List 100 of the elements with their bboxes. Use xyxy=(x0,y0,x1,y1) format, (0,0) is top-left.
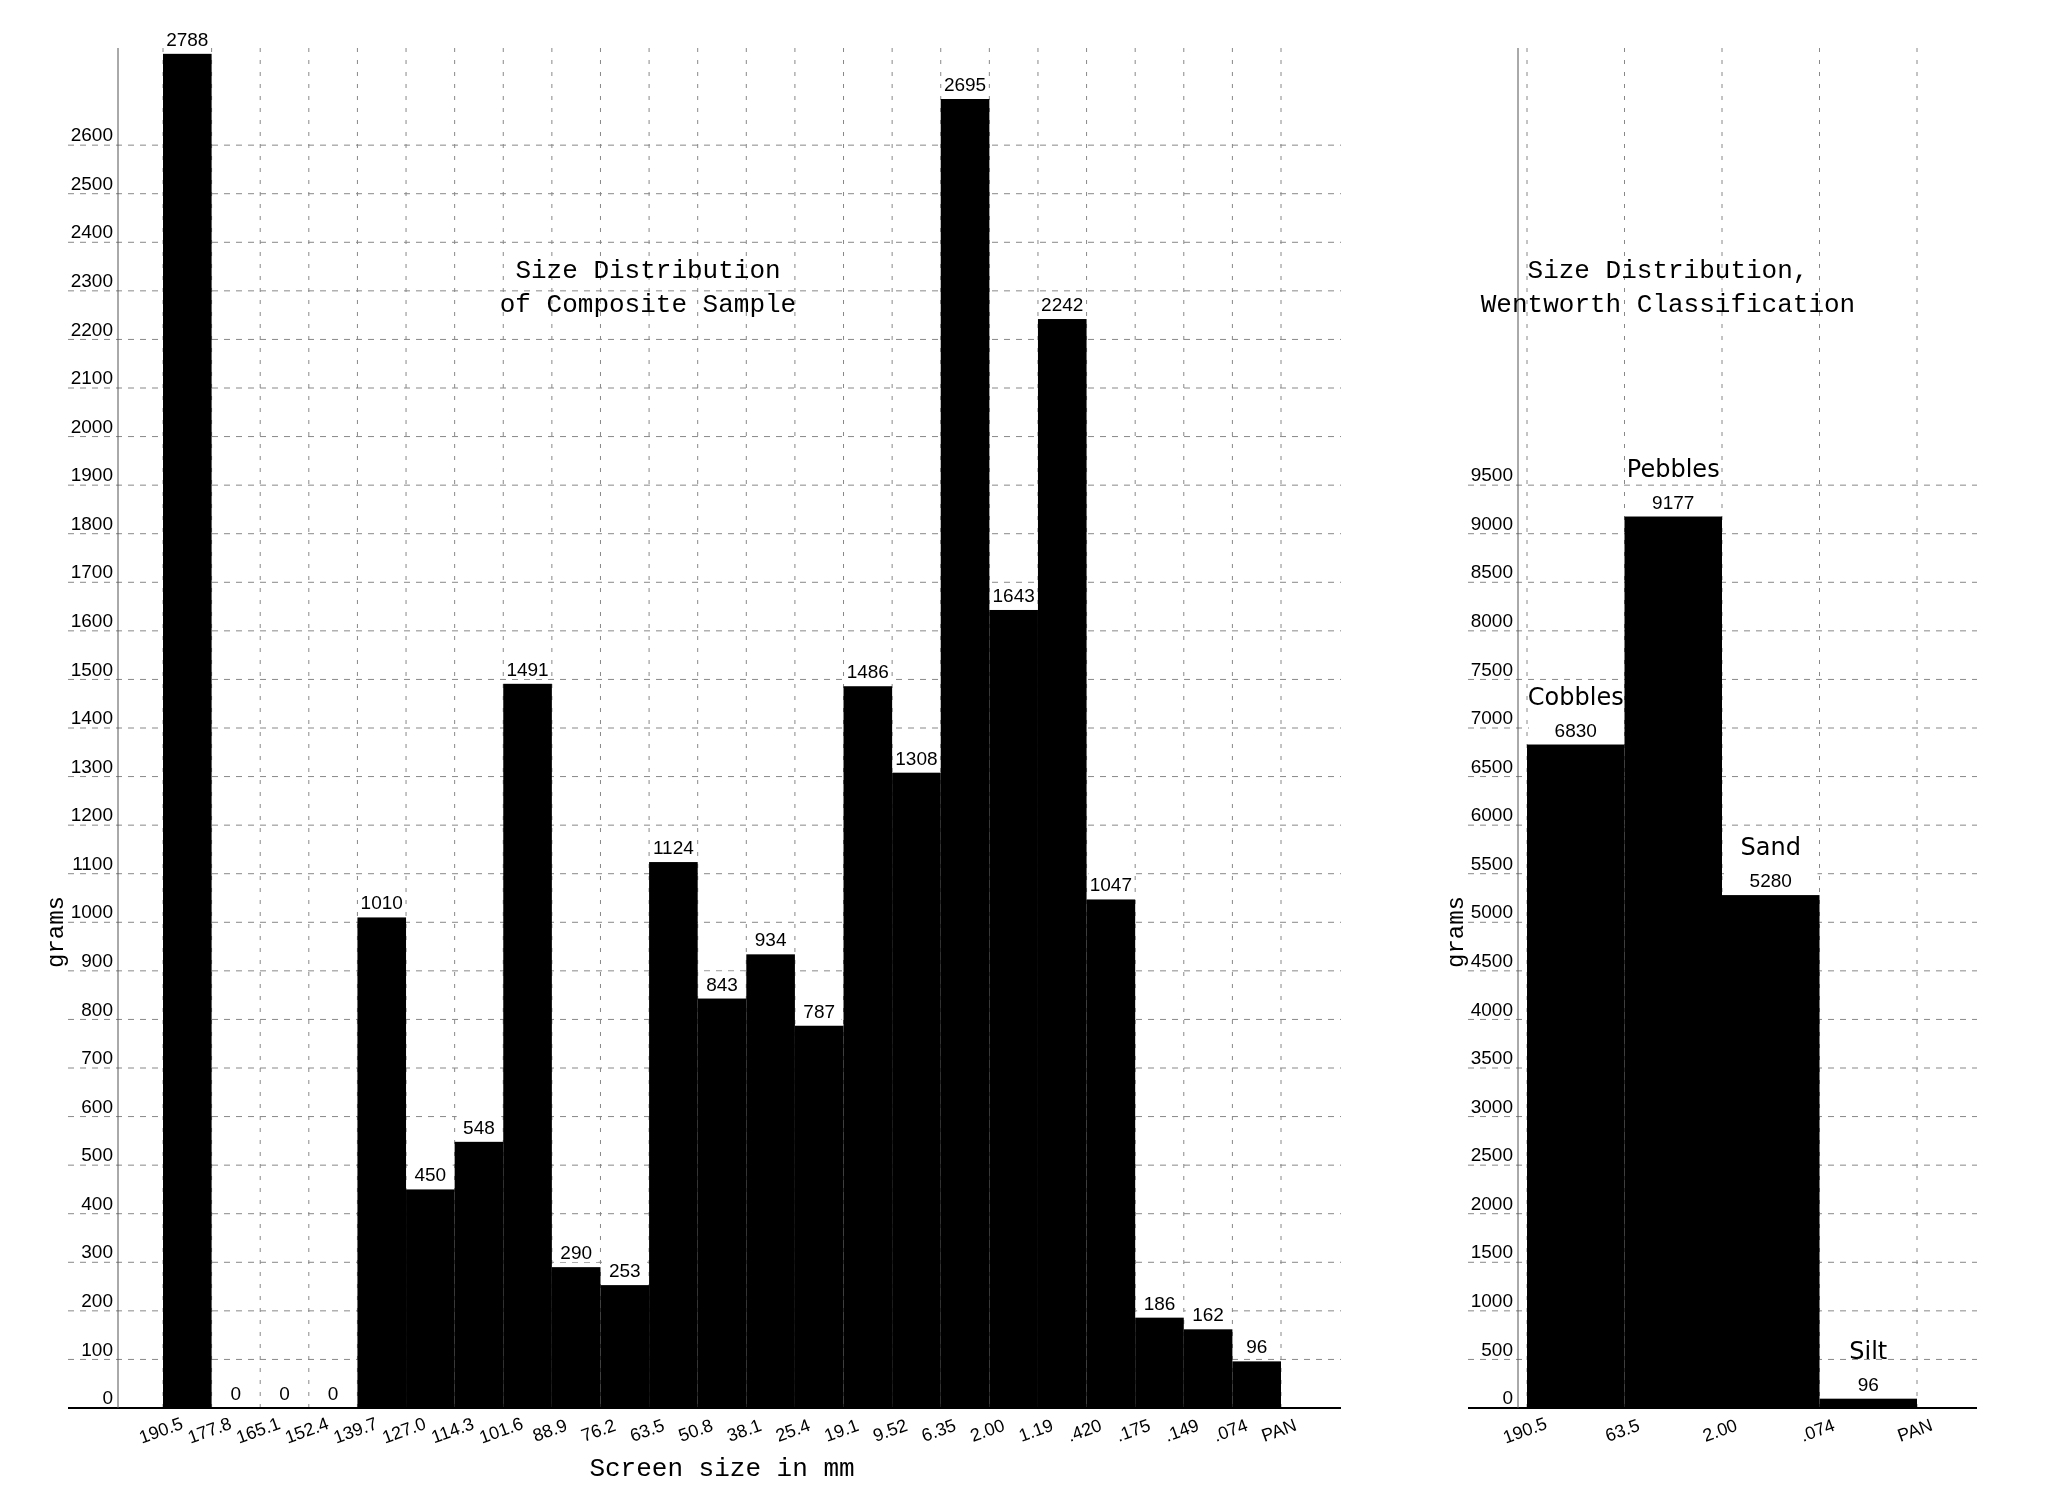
x-tick-label: .175 xyxy=(1113,1414,1154,1446)
y-tick-label: 7500 xyxy=(1470,658,1513,680)
y-tick-label: 2500 xyxy=(70,172,113,194)
y-tick-label: 1900 xyxy=(70,464,113,486)
data-label: 290 xyxy=(560,1242,593,1264)
y-tick-label: 6000 xyxy=(1470,804,1513,826)
x-tick-label: 50.8 xyxy=(675,1414,716,1446)
annotation: Cobbles xyxy=(1527,682,1624,711)
x-tick-label: .149 xyxy=(1161,1414,1202,1446)
y-tick-label: 1800 xyxy=(70,512,113,534)
data-label: 843 xyxy=(706,973,738,995)
data-label: 787 xyxy=(803,1000,836,1022)
data-label: 1010 xyxy=(360,892,403,914)
data-label: 1491 xyxy=(506,658,549,680)
y-tick-label: 1000 xyxy=(1470,1290,1513,1312)
data-label: 0 xyxy=(279,1383,290,1404)
data-label: 253 xyxy=(608,1260,641,1282)
y-tick-label: 800 xyxy=(81,998,113,1020)
data-label: 162 xyxy=(1192,1304,1224,1326)
annotation: Silt xyxy=(1849,1336,1888,1365)
data-label: 0 xyxy=(327,1383,339,1404)
y-tick-label: 500 xyxy=(81,1144,113,1166)
y-tick-label: 1500 xyxy=(1470,1241,1513,1263)
y-tick-label: 600 xyxy=(81,1095,113,1117)
y-tick-label: 9000 xyxy=(1470,512,1513,534)
y-tick-label: 4500 xyxy=(1470,950,1513,972)
y-tick-label: 200 xyxy=(81,1290,113,1312)
y-tick-label: 9500 xyxy=(1470,464,1513,486)
data-label: 0 xyxy=(230,1383,242,1404)
y-tick-label: 2500 xyxy=(1470,1144,1513,1166)
y-tick-label: 8000 xyxy=(1470,610,1513,632)
y-tick-label: 100 xyxy=(81,1338,113,1360)
y-axis-title: grams xyxy=(43,895,70,969)
x-tick-label: 19.1 xyxy=(821,1414,862,1446)
y-tick-label: 7000 xyxy=(1470,707,1513,729)
y-tick-label: 3000 xyxy=(1470,1095,1513,1117)
x-tick-label: 101.6 xyxy=(476,1413,526,1448)
data-label: 5280 xyxy=(1749,870,1792,892)
annotation: Pebbles xyxy=(1626,454,1720,483)
x-tick-label: 190.5 xyxy=(136,1413,186,1448)
x-tick-label: 177.8 xyxy=(184,1413,235,1448)
y-tick-label: 5000 xyxy=(1470,901,1513,923)
x-tick-label: 38.1 xyxy=(724,1414,765,1446)
data-label: 1643 xyxy=(992,584,1035,606)
data-label: 186 xyxy=(1143,1292,1176,1314)
x-tick-label: .420 xyxy=(1064,1414,1105,1446)
x-axis-title: Screen size in mm xyxy=(589,1454,855,1484)
x-tick-label: 6.35 xyxy=(918,1414,959,1446)
data-label: 934 xyxy=(754,929,787,951)
y-tick-label: 1200 xyxy=(70,804,113,826)
y-tick-label: 1700 xyxy=(70,561,113,583)
x-tick-label: .074 xyxy=(1797,1414,1838,1446)
y-tick-label: 6500 xyxy=(1470,755,1513,777)
x-tick-label: 165.1 xyxy=(233,1413,283,1448)
y-tick-label: 1400 xyxy=(70,707,113,729)
y-axis-title: grams xyxy=(1443,895,1470,969)
y-tick-label: 300 xyxy=(81,1241,113,1263)
data-label: 1308 xyxy=(895,747,938,769)
y-tick-label: 2100 xyxy=(70,367,113,389)
text: Size Distribution of Composite Sample xyxy=(499,256,797,320)
x-tick-label: .074 xyxy=(1210,1414,1251,1446)
y-tick-label: 3500 xyxy=(1470,1047,1513,1069)
y-tick-label: 1600 xyxy=(70,610,113,632)
x-tick-label: 88.9 xyxy=(529,1414,570,1446)
x-tick-label: 2.00 xyxy=(1700,1414,1740,1446)
x-tick-label: 139.7 xyxy=(330,1413,380,1448)
x-tick-label: 63.5 xyxy=(627,1414,667,1446)
data-label: 1124 xyxy=(652,837,695,859)
y-tick-label: 0 xyxy=(1502,1387,1513,1409)
x-tick-label: 76.2 xyxy=(578,1414,619,1446)
data-label: 548 xyxy=(463,1116,495,1138)
data-label: 96 xyxy=(1857,1373,1879,1395)
text: Size Distribution, Wentworth Classification xyxy=(1480,256,1856,320)
x-tick-label: 127.0 xyxy=(379,1413,429,1448)
x-tick-label: 63.5 xyxy=(1602,1414,1643,1446)
y-tick-label: 400 xyxy=(81,1192,113,1214)
x-tick-label: PAN xyxy=(1258,1414,1300,1446)
data-label: 450 xyxy=(414,1164,447,1186)
y-tick-label: 2000 xyxy=(1470,1192,1513,1214)
x-tick-label: 190.5 xyxy=(1500,1413,1550,1448)
y-tick-label: 1500 xyxy=(70,658,113,680)
data-label: 2242 xyxy=(1041,294,1084,316)
y-tick-label: 5500 xyxy=(1470,852,1513,874)
y-tick-label: 500 xyxy=(1481,1338,1513,1360)
y-tick-label: 2400 xyxy=(70,221,113,243)
x-tick-label: 25.4 xyxy=(772,1414,813,1446)
data-label: 6830 xyxy=(1554,719,1597,741)
data-label: 2695 xyxy=(943,74,987,95)
y-tick-label: 4000 xyxy=(1470,998,1513,1020)
x-tick-label: PAN xyxy=(1894,1414,1936,1446)
data-label: 1047 xyxy=(1089,874,1133,896)
y-tick-label: 0 xyxy=(102,1387,113,1409)
annotation: Sand xyxy=(1740,833,1801,862)
x-tick-label: 1.19 xyxy=(1016,1414,1056,1446)
data-label: 9177 xyxy=(1652,491,1695,513)
y-tick-label: 900 xyxy=(81,950,113,972)
x-tick-label: 2.00 xyxy=(967,1414,1008,1446)
y-tick-label: 1300 xyxy=(70,755,113,777)
y-tick-label: 2300 xyxy=(70,270,113,292)
data-label: 96 xyxy=(1246,1336,1268,1358)
